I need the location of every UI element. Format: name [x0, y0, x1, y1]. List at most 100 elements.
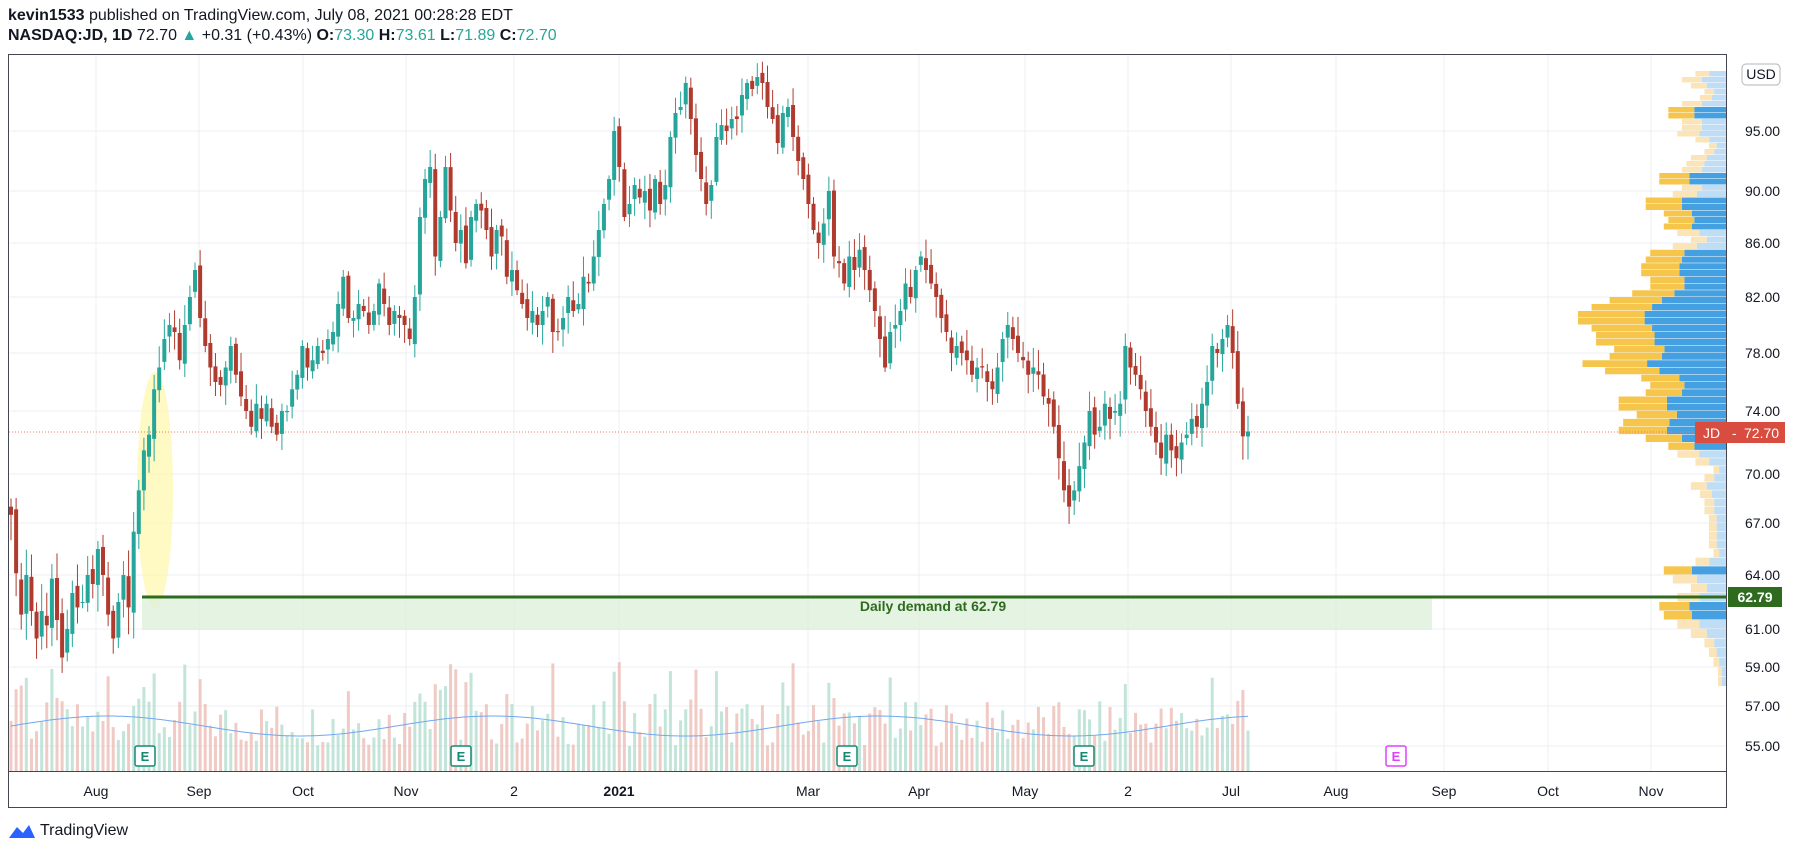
vp-bar-down — [1645, 197, 1682, 204]
earnings-marker-icon[interactable]: E — [1385, 745, 1407, 767]
low-label: L: — [440, 27, 456, 44]
currency-badge[interactable]: USD — [1741, 63, 1781, 86]
vp-bar-up — [1689, 173, 1726, 179]
candle-body — [1077, 466, 1082, 492]
vp-bar-down — [1681, 167, 1702, 173]
vp-bar-up — [1714, 498, 1726, 507]
candle-body — [596, 230, 601, 257]
volume-bar — [638, 732, 642, 771]
x-tick-label: 2021 — [603, 783, 634, 799]
candle-body — [285, 411, 290, 413]
volume-bar — [1108, 707, 1112, 771]
time-axis[interactable]: Aug Sep Oct Nov 2 2021 Mar Apr May 2 Jul Aug Sep Oct N… — [84, 783, 1664, 799]
candle-body — [1164, 434, 1169, 464]
volume-bar — [1057, 702, 1061, 771]
volume-bar — [960, 739, 964, 771]
close-label: C: — [499, 27, 517, 44]
vp-bar-down — [1690, 236, 1707, 243]
candle-body — [980, 366, 985, 368]
vp-bar-down — [1718, 676, 1722, 686]
vp-bar-up — [1701, 185, 1726, 191]
vp-bar-up — [1661, 297, 1726, 304]
vp-bar-down — [1708, 540, 1717, 549]
candle-body — [198, 265, 203, 318]
vp-bar-down — [1596, 339, 1655, 346]
earnings-marker-icon[interactable]: E — [836, 745, 858, 767]
candle-body — [453, 211, 458, 243]
candle-body — [279, 411, 284, 434]
candle-body — [331, 332, 336, 345]
candle-body — [622, 169, 627, 217]
candle-body — [617, 126, 622, 167]
chart-grid — [9, 55, 1726, 771]
volume-bar — [111, 727, 115, 771]
earnings-marker-icon[interactable]: E — [450, 745, 472, 767]
vp-bar-up — [1701, 125, 1726, 131]
candle-body — [60, 613, 65, 658]
candle-body — [428, 167, 433, 183]
author-name[interactable]: kevin1533 — [8, 7, 85, 24]
y-tick-label: 78.00 — [1745, 345, 1780, 361]
vp-bar-up — [1716, 514, 1726, 523]
candle-body — [750, 80, 755, 89]
candle-body — [724, 125, 729, 131]
candle-body — [382, 288, 387, 304]
highlight-ellipse[interactable] — [137, 372, 173, 608]
vp-bar-down — [1690, 584, 1707, 593]
volume-bar — [699, 708, 703, 771]
volume-bar — [530, 705, 534, 771]
volume-bar — [1154, 723, 1158, 771]
candle-body — [95, 549, 100, 585]
vp-bar-down — [1677, 230, 1700, 236]
demand-label[interactable]: Daily demand at 62.79 — [860, 598, 1007, 614]
vp-bar-up — [1699, 450, 1726, 458]
candle-body — [423, 179, 428, 218]
demand-price-badge[interactable]: 62.79 — [1728, 587, 1782, 607]
vp-bar-up — [1714, 506, 1726, 515]
vp-bar-down — [1695, 458, 1710, 466]
vp-bar-up — [1684, 382, 1726, 389]
candle-body — [964, 350, 969, 361]
volume-bar — [587, 724, 591, 771]
volume-bar — [735, 713, 739, 771]
candle-body — [49, 578, 54, 628]
x-tick-label: Aug — [84, 783, 109, 799]
earnings-marker-icon[interactable]: E — [1073, 745, 1095, 767]
candle-body — [699, 151, 704, 179]
candle-body — [837, 261, 842, 264]
candle-body — [1067, 485, 1072, 507]
candle-body — [658, 181, 663, 204]
candle-body — [141, 450, 146, 491]
ohlc-legend: NASDAQ:JD, 1D 72.70 ▲ +0.31 (+0.43%) O:7… — [8, 26, 1788, 46]
earnings-marker-icon[interactable]: E — [134, 745, 156, 767]
volume-bar — [1128, 732, 1132, 771]
vp-bar-up — [1681, 204, 1726, 210]
x-tick-label: Oct — [292, 783, 314, 799]
last-price-badge[interactable]: JD - 72.70 — [1695, 422, 1785, 443]
candle-body — [847, 256, 852, 287]
tradingview-branding[interactable]: TradingView — [8, 820, 128, 842]
candle-body — [1138, 374, 1143, 390]
candle-body — [903, 283, 908, 310]
volume-bar — [203, 703, 207, 771]
demand-zone[interactable] — [142, 597, 1432, 630]
price-axis[interactable]: 95.00 90.00 86.00 82.00 78.00 74.00 70.00 67.00… — [1745, 123, 1780, 754]
candle-body — [775, 115, 780, 143]
volume-bar — [1077, 709, 1081, 771]
brand-name: TradingView — [40, 822, 129, 839]
volume-bar — [525, 723, 529, 771]
volume-bar — [132, 705, 136, 771]
candle-body — [70, 593, 75, 634]
candle-body — [550, 298, 555, 332]
volume-bar — [428, 729, 432, 771]
candle-body — [642, 191, 647, 203]
vp-bar-up — [1719, 657, 1726, 667]
vp-bar-down — [1704, 149, 1715, 155]
vp-bar-down — [1690, 155, 1707, 161]
vp-bar-up — [1706, 584, 1726, 593]
volume-bar — [408, 726, 412, 771]
candle-body — [147, 434, 152, 457]
volume-bar — [285, 735, 289, 771]
x-tick-label: Sep — [187, 783, 212, 799]
